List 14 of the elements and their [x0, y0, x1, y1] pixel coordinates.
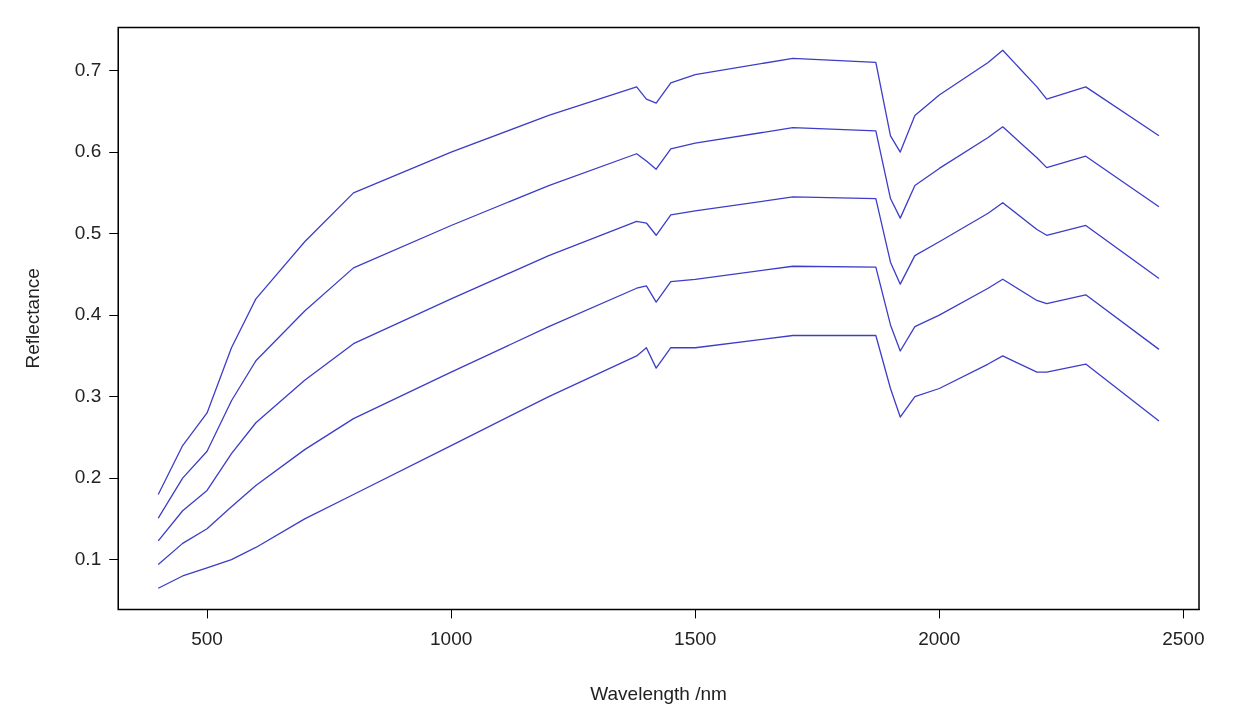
y-tick-label: 0.7 [74, 58, 102, 80]
y-tick-label: 0.5 [74, 221, 102, 243]
x-tick-label: 1000 [430, 628, 473, 650]
x-axis-title: Wavelength /nm [590, 682, 727, 704]
y-axis-title: Reflectance [21, 268, 43, 369]
x-tick-label: 500 [191, 628, 223, 650]
y-tick-label: 0.6 [74, 140, 102, 162]
y-tick-label: 0.3 [74, 384, 102, 406]
y-tick-label: 0.1 [74, 547, 102, 569]
y-tick-label: 0.2 [74, 466, 102, 488]
y-tick-label: 0.4 [74, 303, 102, 325]
x-tick-label: 2000 [918, 628, 961, 650]
x-tick-label: 2500 [1162, 628, 1205, 650]
x-tick-label: 1500 [674, 628, 717, 650]
